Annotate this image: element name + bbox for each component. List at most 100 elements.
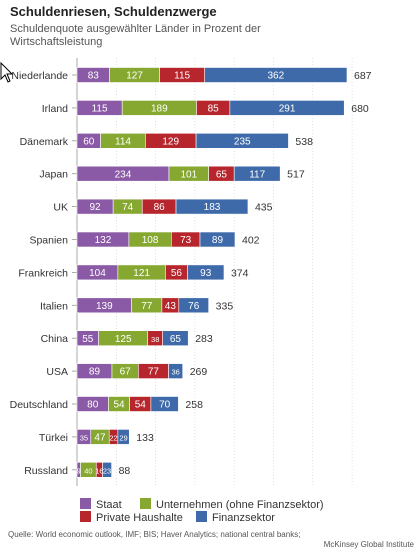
- segment-value-label: 129: [162, 136, 179, 147]
- segment-value-label: 60: [83, 136, 95, 147]
- segment-value-label: 132: [95, 235, 112, 246]
- category-label: Türkei: [39, 432, 68, 444]
- segment-value-label: 40: [84, 466, 92, 475]
- legend-swatch: [80, 498, 91, 509]
- mouse-cursor-icon: [0, 62, 14, 83]
- segment-value-label: 56: [171, 268, 183, 279]
- segment-value-label: 189: [151, 104, 168, 115]
- total-value-label: 258: [185, 399, 203, 411]
- segment-value-label: 70: [159, 400, 171, 411]
- legend-item: Finanzsektor: [196, 511, 275, 524]
- segment-value-label: 139: [96, 301, 113, 312]
- segment-value-label: 38: [151, 335, 159, 344]
- segment-value-label: 55: [82, 334, 94, 345]
- legend-label: Staat: [96, 499, 122, 511]
- total-value-label: 402: [242, 235, 260, 247]
- segment-value-label: 67: [120, 367, 132, 378]
- segment-value-label: 9: [77, 466, 81, 475]
- bar-segment: [199, 231, 236, 248]
- total-value-label: 435: [255, 202, 273, 214]
- category-label: Spanien: [29, 235, 68, 247]
- total-value-label: 283: [195, 333, 213, 345]
- total-value-label: 374: [231, 267, 249, 279]
- segment-value-label: 101: [180, 169, 197, 180]
- segment-value-label: 77: [141, 301, 153, 312]
- segment-value-label: 117: [249, 169, 265, 180]
- segment-value-label: 108: [142, 235, 159, 246]
- segment-value-label: 121: [133, 268, 150, 279]
- segment-value-label: 76: [188, 301, 200, 312]
- segment-value-label: 234: [115, 169, 132, 180]
- bar-segment: [195, 133, 289, 149]
- category-label: Russland: [24, 465, 68, 477]
- segment-value-label: 114: [115, 136, 131, 147]
- segment-value-label: 125: [115, 334, 132, 345]
- segment-value-label: 92: [90, 202, 102, 213]
- legend-label: Private Haushalte: [96, 512, 183, 524]
- segment-value-label: 22: [109, 434, 117, 443]
- segment-value-label: 93: [200, 268, 212, 279]
- legend-item: Private Haushalte: [80, 511, 183, 524]
- segment-value-label: 16: [95, 466, 103, 475]
- total-value-label: 538: [295, 136, 313, 148]
- legend-item: Staat: [80, 498, 122, 511]
- legend-item: Unternehmen (ohne Finanzsektor): [140, 498, 324, 511]
- segment-value-label: 29: [119, 434, 127, 443]
- segment-value-label: 235: [234, 136, 251, 147]
- total-value-label: 133: [136, 432, 154, 444]
- total-value-label: 335: [216, 300, 234, 312]
- bar-segment: [233, 165, 281, 182]
- total-value-label: 269: [190, 366, 208, 378]
- bar-segment: [102, 461, 112, 478]
- segment-value-label: 115: [92, 104, 108, 115]
- bar-segment: [175, 198, 249, 215]
- category-label: Frankreich: [18, 267, 68, 279]
- segment-value-label: 83: [88, 71, 100, 82]
- segment-value-label: 104: [89, 268, 106, 279]
- total-value-label: 687: [354, 70, 372, 82]
- segment-value-label: 73: [180, 235, 192, 246]
- legend-swatch: [140, 498, 151, 509]
- source-line-1: Quelle: World economic outlook, IMF; BIS…: [8, 530, 301, 539]
- segment-value-label: 86: [154, 202, 166, 213]
- segment-value-label: 65: [216, 169, 228, 180]
- chart-title: Schuldenriesen, Schuldenzwerge: [10, 4, 217, 19]
- segment-value-label: 43: [165, 301, 177, 312]
- bar-segment: [168, 363, 184, 379]
- segment-value-label: 89: [89, 367, 101, 378]
- legend-label: Finanzsektor: [212, 512, 275, 524]
- category-label: Niederlande: [11, 70, 68, 82]
- source-note: Quelle: World economic outlook, IMF; BIS…: [8, 530, 414, 550]
- segment-value-label: 74: [122, 202, 134, 213]
- legend-swatch: [80, 511, 91, 522]
- segment-value-label: 54: [113, 400, 125, 411]
- bar-segment: [150, 396, 179, 412]
- category-label: UK: [53, 202, 68, 214]
- segment-value-label: 80: [87, 400, 99, 411]
- segment-value-label: 115: [174, 71, 190, 82]
- category-label: Japan: [39, 169, 68, 181]
- segment-value-label: 127: [126, 71, 143, 82]
- segment-value-label: 47: [94, 433, 106, 444]
- bar-segment: [229, 100, 345, 116]
- category-label: Italien: [40, 300, 68, 312]
- segment-value-label: 36: [171, 368, 179, 377]
- segment-value-label: 35: [80, 434, 88, 443]
- bar-segment: [117, 429, 130, 445]
- bar-segment: [178, 297, 209, 314]
- chart-subtitle: Schuldenquote ausgewählter Länder in Pro…: [10, 23, 261, 48]
- segment-value-label: 23: [103, 466, 111, 475]
- segment-value-label: 362: [268, 71, 285, 82]
- category-label: Irland: [42, 103, 68, 115]
- segment-value-label: 183: [204, 202, 221, 213]
- segment-value-label: 85: [208, 104, 220, 115]
- bar-segment: [204, 67, 348, 83]
- total-value-label: 517: [287, 169, 305, 181]
- segment-value-label: 291: [279, 104, 296, 115]
- category-label: Deutschland: [10, 399, 69, 411]
- bar-segment: [187, 264, 225, 281]
- segment-value-label: 65: [170, 334, 182, 345]
- legend-label: Unternehmen (ohne Finanzsektor): [156, 499, 324, 511]
- source-line-2: McKinsey Global Institute: [323, 540, 414, 549]
